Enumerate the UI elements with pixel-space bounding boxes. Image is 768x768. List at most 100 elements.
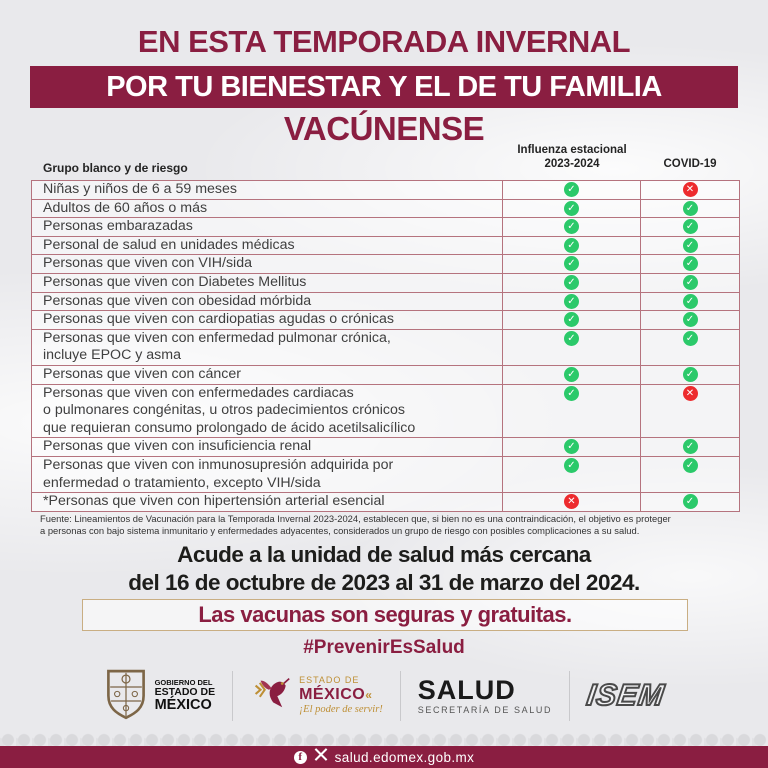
check-icon: ✓ <box>564 439 579 455</box>
check-icon: ✓ <box>564 237 579 253</box>
title-line1: EN ESTA TEMPORADA INVERNAL <box>137 24 631 59</box>
check-icon: ✓ <box>682 439 698 455</box>
covid-cell: ✓ <box>641 218 739 236</box>
source-footnote: Fuente: Lineamientos de Vacunación para … <box>40 513 671 536</box>
risk-group-table: Niñas y niños de 6 a 59 meses ✓ ✕ Adultos d… <box>31 180 740 512</box>
vaccines-free-banner: Las vacunas son seguras y gratuitas. <box>82 599 688 631</box>
facebook-icon[interactable]: f <box>293 750 307 764</box>
covid-cell: ✓ <box>641 366 739 384</box>
covid-cell: ✕ <box>641 181 739 199</box>
edomex-chevron: « <box>365 688 373 703</box>
edomex-text-line2: MÉXICO <box>299 686 366 704</box>
check-icon: ✓ <box>682 457 698 473</box>
covid-cell: ✓ <box>641 237 739 255</box>
risk-group-label: Personal de salud en unidades médicas <box>32 236 503 255</box>
influenza-cell: ✓ <box>503 311 641 329</box>
gobierno-text-line1: GOBIERNO DEL <box>154 677 213 687</box>
logo-estado-de-mexico: ESTADO DE MÉXICO« ¡El poder de servir! <box>250 669 383 724</box>
cross-icon: ✕ <box>682 182 698 197</box>
website-url[interactable]: salud.edomex.gob.mx <box>334 749 475 765</box>
column-header-influenza: Influenza estacional 2023-2024 <box>503 144 641 171</box>
table-row: Personas que viven con obesidad mórbida ✓… <box>32 292 739 312</box>
covid-cell: ✕ <box>641 385 739 438</box>
title-line2: POR TU BIENESTAR Y EL DE TU FAMILIA <box>106 70 662 103</box>
vaccines-free-text: Las vacunas son seguras y gratuitas. <box>198 602 572 627</box>
influenza-cell: ✓ <box>503 456 641 493</box>
risk-group-label: Personas que viven con insuficiencia ren… <box>32 438 503 456</box>
covid-cell: ✓ <box>641 274 739 292</box>
risk-group-label: Personas que viven con cardiopatias agud… <box>32 311 503 329</box>
risk-group-label: *Personas que viven con hipertensión art… <box>32 493 503 511</box>
influenza-header-line1: Influenza estacional <box>517 144 627 156</box>
logo-gobierno-edomex: GOBIERNO DEL ESTADO DE MÉXICO <box>104 667 215 726</box>
check-icon: ✓ <box>682 293 698 309</box>
influenza-cell: ✓ <box>503 199 641 218</box>
edomex-slogan: ¡El poder de servir! <box>299 703 383 715</box>
table-row: Personas que viven con inmunosupresión a… <box>32 456 739 494</box>
check-icon: ✓ <box>564 293 579 309</box>
table-row: Personas embarazadas ✓ ✓ <box>32 218 739 237</box>
footer-logos: GOBIERNO DEL ESTADO DE MÉXICO ESTADO DE … <box>0 660 768 732</box>
check-icon: ✓ <box>564 182 579 197</box>
cta-line2: del 16 de octubre de 2023 al 31 de marzo… <box>128 569 640 595</box>
risk-group-label: Personas que viven con cáncer <box>32 365 503 384</box>
check-icon: ✓ <box>564 274 579 290</box>
bottom-bar: f salud.edomex.gob.mx <box>0 746 768 768</box>
influenza-cell: ✓ <box>503 181 641 199</box>
footer-divider <box>232 671 234 721</box>
column-header-covid: COVID-19 <box>663 158 717 170</box>
table-row: Personas que viven con Diabetes Mellitus… <box>32 273 739 293</box>
risk-group-label: Personas que viven con obesidad mórbida <box>32 292 503 311</box>
secretaria-de-salud-text: SECRETARÍA DE SALUD <box>417 705 553 715</box>
isem-wordmark: ISEM <box>584 678 668 713</box>
influenza-cell: ✓ <box>503 273 641 292</box>
covid-cell: ✓ <box>641 293 739 311</box>
x-twitter-icon[interactable] <box>314 748 328 766</box>
hummingbird-icon <box>250 669 292 724</box>
table-row: Personas que viven con enfermedades card… <box>32 384 739 439</box>
influenza-cell: ✓ <box>503 218 641 236</box>
check-icon: ✓ <box>564 256 579 272</box>
table-row: Personas que viven con cáncer ✓ ✓ <box>32 365 739 385</box>
title-banner: POR TU BIENESTAR Y EL DE TU FAMILIA <box>30 66 738 108</box>
check-icon: ✓ <box>564 330 579 346</box>
edomex-text-line1: ESTADO DE <box>299 675 360 686</box>
influenza-cell: ✓ <box>503 438 641 456</box>
covid-cell: ✓ <box>641 493 739 511</box>
table-row: *Personas que viven con hipertensión art… <box>32 493 739 511</box>
risk-group-label: Personas que viven con inmunosupresión a… <box>32 456 503 493</box>
risk-group-label: Personas que viven con enfermedades card… <box>32 384 503 438</box>
check-icon: ✓ <box>564 312 579 328</box>
table-row: Niñas y niños de 6 a 59 meses ✓ ✕ <box>32 181 739 200</box>
cross-icon: ✕ <box>564 494 579 510</box>
table-row: Personas que viven con enfermedad pulmon… <box>32 329 739 366</box>
column-header-risk-group: Grupo blanco y de riesgo <box>43 161 188 175</box>
risk-group-label: Personas que viven con Diabetes Mellitus <box>32 273 503 292</box>
salud-wordmark: SALUD <box>417 675 516 705</box>
risk-group-label: Personas que viven con VIH/sida <box>32 255 503 273</box>
check-icon: ✓ <box>682 312 698 328</box>
check-icon: ✓ <box>564 366 579 382</box>
check-icon: ✓ <box>682 274 698 290</box>
influenza-cell: ✓ <box>503 292 641 311</box>
check-icon: ✓ <box>564 457 579 473</box>
footer-divider <box>399 671 401 721</box>
cross-icon: ✕ <box>682 385 698 401</box>
coat-of-arms-icon <box>104 667 148 726</box>
influenza-cell: ✓ <box>503 236 641 255</box>
title-line3: VACÚNENSE <box>283 110 485 147</box>
gobierno-text-line2: ESTADO DE <box>154 685 216 698</box>
cta-text: Acude a la unidad de salud más cercana d… <box>0 541 768 596</box>
influenza-cell: ✓ <box>503 384 641 438</box>
check-icon: ✓ <box>564 200 579 216</box>
table-row: Personas que viven con VIH/sida ✓ ✓ <box>32 255 739 274</box>
decorative-lace-border <box>0 729 768 746</box>
table-row: Personas que viven con insuficiencia ren… <box>32 438 739 457</box>
check-icon: ✓ <box>564 385 579 401</box>
hashtag: #PrevenirEsSalud <box>303 637 465 658</box>
covid-cell: ✓ <box>641 457 739 492</box>
influenza-cell: ✓ <box>503 255 641 273</box>
covid-cell: ✓ <box>641 200 739 218</box>
logo-salud: SALUD SECRETARÍA DE SALUD <box>418 677 552 715</box>
